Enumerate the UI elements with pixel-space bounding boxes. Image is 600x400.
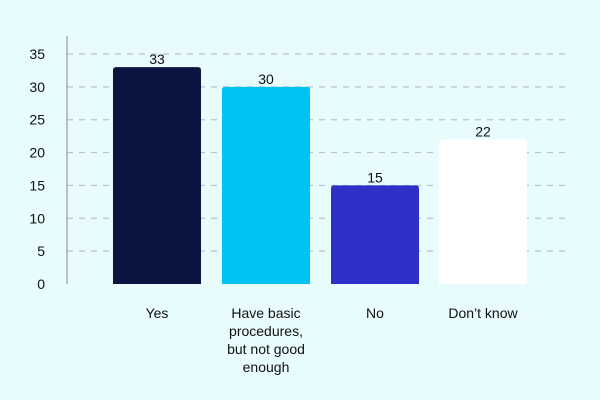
bar — [439, 139, 527, 284]
y-tick-label: 5 — [37, 243, 45, 259]
data-label: 22 — [475, 123, 491, 139]
y-tick-label: 20 — [29, 145, 45, 161]
data-label: 30 — [258, 71, 274, 87]
data-labels: 33 30 15 22 — [149, 51, 491, 185]
y-tick-label: 15 — [29, 177, 45, 193]
x-tick-label: No — [366, 305, 384, 321]
bars — [113, 67, 527, 285]
data-label: 15 — [367, 169, 383, 185]
category-labels: Yes Have basic procedures, but not good enou… — [146, 305, 519, 375]
y-axis-ticks: 0 5 10 15 20 25 30 35 — [29, 46, 45, 292]
data-label: 33 — [149, 51, 165, 67]
x-tick-label: Have basic procedures, but not good enough — [227, 305, 305, 375]
y-tick-label: 0 — [37, 276, 45, 292]
x-tick-label: Yes — [146, 305, 169, 321]
x-tick-label: Don’t know — [448, 305, 518, 321]
y-tick-label: 10 — [29, 210, 45, 226]
y-tick-label: 30 — [29, 79, 45, 95]
y-tick-label: 25 — [29, 112, 45, 128]
bar — [113, 67, 201, 285]
bar — [331, 185, 419, 284]
bar — [222, 86, 310, 284]
y-tick-label: 35 — [29, 46, 45, 62]
